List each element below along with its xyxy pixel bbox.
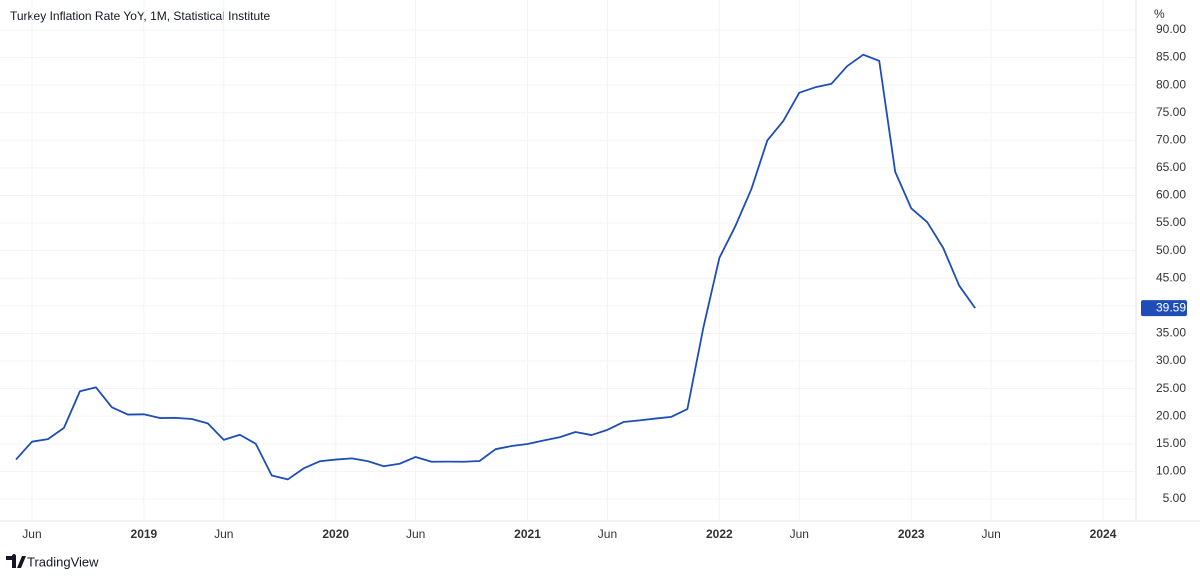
x-tick-label: 2022: [706, 527, 733, 541]
x-tick-label: 2024: [1090, 527, 1117, 541]
x-tick-label: Jun: [790, 527, 809, 541]
y-tick-label: 25.00: [1156, 381, 1186, 395]
y-tick-label: 65.00: [1156, 160, 1186, 174]
y-tick-label: 80.00: [1156, 77, 1186, 91]
y-tick-label: 35.00: [1156, 326, 1186, 340]
last-value-label: 39.59: [1156, 300, 1186, 314]
x-tick-label: 2023: [898, 527, 925, 541]
chart-title: Turkey Inflation Rate YoY, 1M, Statistic…: [10, 9, 270, 23]
y-tick-label: 55.00: [1156, 215, 1186, 229]
y-tick-label: 5.00: [1163, 491, 1187, 505]
grid: [0, 0, 1135, 520]
x-tick-label: Jun: [598, 527, 617, 541]
last-value-box: [1141, 300, 1187, 317]
y-tick-label: 70.00: [1156, 132, 1186, 146]
line-series: [15, 53, 976, 481]
x-tick-label: Jun: [406, 527, 425, 541]
x-tick-label: Jun: [981, 527, 1000, 541]
y-tick-label: 15.00: [1156, 436, 1186, 450]
y-unit: %: [1154, 7, 1165, 21]
logo: [6, 554, 26, 568]
y-tick-label: 90.00: [1156, 22, 1186, 36]
y-tick-label: 85.00: [1156, 50, 1186, 64]
x-tick-label: Jun: [22, 527, 41, 541]
y-tick-label: 45.00: [1156, 270, 1186, 284]
y-tick-label: 10.00: [1156, 464, 1186, 478]
x-tick-label: 2019: [131, 527, 158, 541]
y-tick-label: 60.00: [1156, 188, 1186, 202]
brand: TradingView: [27, 554, 99, 569]
y-tick-label: 30.00: [1156, 353, 1186, 367]
x-tick-label: 2020: [322, 527, 349, 541]
x-tick-label: Jun: [214, 527, 233, 541]
y-tick-label: 20.00: [1156, 408, 1186, 422]
y-tick-label: 50.00: [1156, 243, 1186, 257]
x-tick-label: 2021: [514, 527, 541, 541]
y-tick-label: 75.00: [1156, 105, 1186, 119]
